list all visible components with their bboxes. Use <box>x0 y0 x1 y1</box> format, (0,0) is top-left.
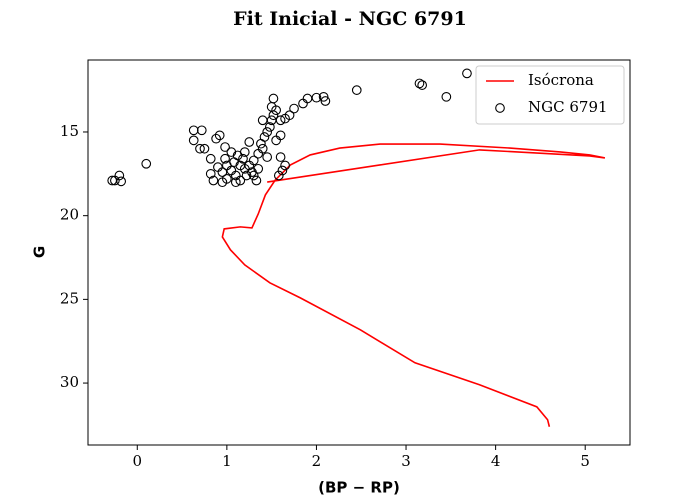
star-point <box>141 158 152 169</box>
star-point <box>253 148 264 159</box>
star-point <box>208 175 219 186</box>
star-point <box>320 96 331 106</box>
plot-frame <box>87 59 631 446</box>
star-point <box>235 175 246 186</box>
star-point <box>273 170 284 181</box>
star-point <box>256 138 266 149</box>
star-point <box>259 132 270 142</box>
star-point <box>217 177 228 188</box>
star-point <box>275 152 286 162</box>
star-point <box>277 165 288 176</box>
y-tick-label: 20 <box>60 206 79 224</box>
star-point <box>230 177 241 188</box>
star-point <box>298 98 308 109</box>
star-point <box>213 162 223 172</box>
star-point <box>188 125 199 136</box>
star-point <box>196 125 207 136</box>
star-point <box>205 153 216 164</box>
star-point <box>116 176 126 187</box>
star-point <box>195 143 205 154</box>
star-point <box>248 170 259 181</box>
star-point <box>114 170 125 181</box>
y-axis-label: G <box>31 246 49 258</box>
star-point <box>251 175 262 186</box>
star-point <box>262 152 273 162</box>
star-point <box>275 115 286 126</box>
star-point <box>302 93 313 104</box>
star-point <box>226 165 237 176</box>
star-point <box>244 137 255 147</box>
star-point <box>235 160 246 171</box>
star-point <box>205 168 216 179</box>
star-point <box>268 93 279 104</box>
star-point <box>289 103 299 114</box>
star-point <box>414 78 425 89</box>
star-point <box>248 155 259 166</box>
star-point <box>284 110 295 121</box>
x-tick-label: 3 <box>401 452 411 470</box>
x-tick-label: 4 <box>491 452 501 470</box>
x-tick-label: 5 <box>580 452 590 470</box>
star-point <box>462 68 472 79</box>
star-point <box>220 153 230 164</box>
y-tick-label: 30 <box>60 373 79 391</box>
y-tick-label: 25 <box>60 289 79 307</box>
legend-label: Isócrona <box>528 71 594 89</box>
star-point <box>280 160 290 171</box>
chart-title: Fit Inicial - NGC 6791 <box>233 8 467 30</box>
star-point <box>188 135 199 146</box>
star-point <box>257 115 268 126</box>
legend-marker <box>495 103 505 113</box>
star-point <box>226 147 237 157</box>
x-tick-label: 1 <box>222 452 232 470</box>
star-point <box>275 130 286 141</box>
star-point <box>107 175 118 186</box>
star-point <box>441 91 452 102</box>
star-point <box>311 92 322 103</box>
star-point <box>238 153 248 164</box>
y-tick-label: 15 <box>60 122 79 140</box>
x-tick-label: 0 <box>132 452 142 470</box>
isochrone-line <box>221 143 606 427</box>
star-point <box>417 80 428 90</box>
star-point <box>211 133 221 144</box>
star-point <box>199 143 210 154</box>
legend-label: NGC 6791 <box>528 98 608 116</box>
star-point <box>265 122 275 132</box>
x-axis-label: (BP − RP) <box>318 479 400 497</box>
star-point <box>351 85 362 95</box>
star-point <box>271 135 281 146</box>
star-point <box>214 130 225 141</box>
star-point <box>241 170 252 181</box>
star-point <box>253 163 264 174</box>
star-point <box>262 127 273 137</box>
star-point <box>239 147 250 157</box>
star-point <box>220 142 230 152</box>
x-tick-label: 2 <box>312 452 322 470</box>
star-point <box>257 143 268 154</box>
star-point <box>217 167 228 178</box>
star-point <box>318 91 329 102</box>
